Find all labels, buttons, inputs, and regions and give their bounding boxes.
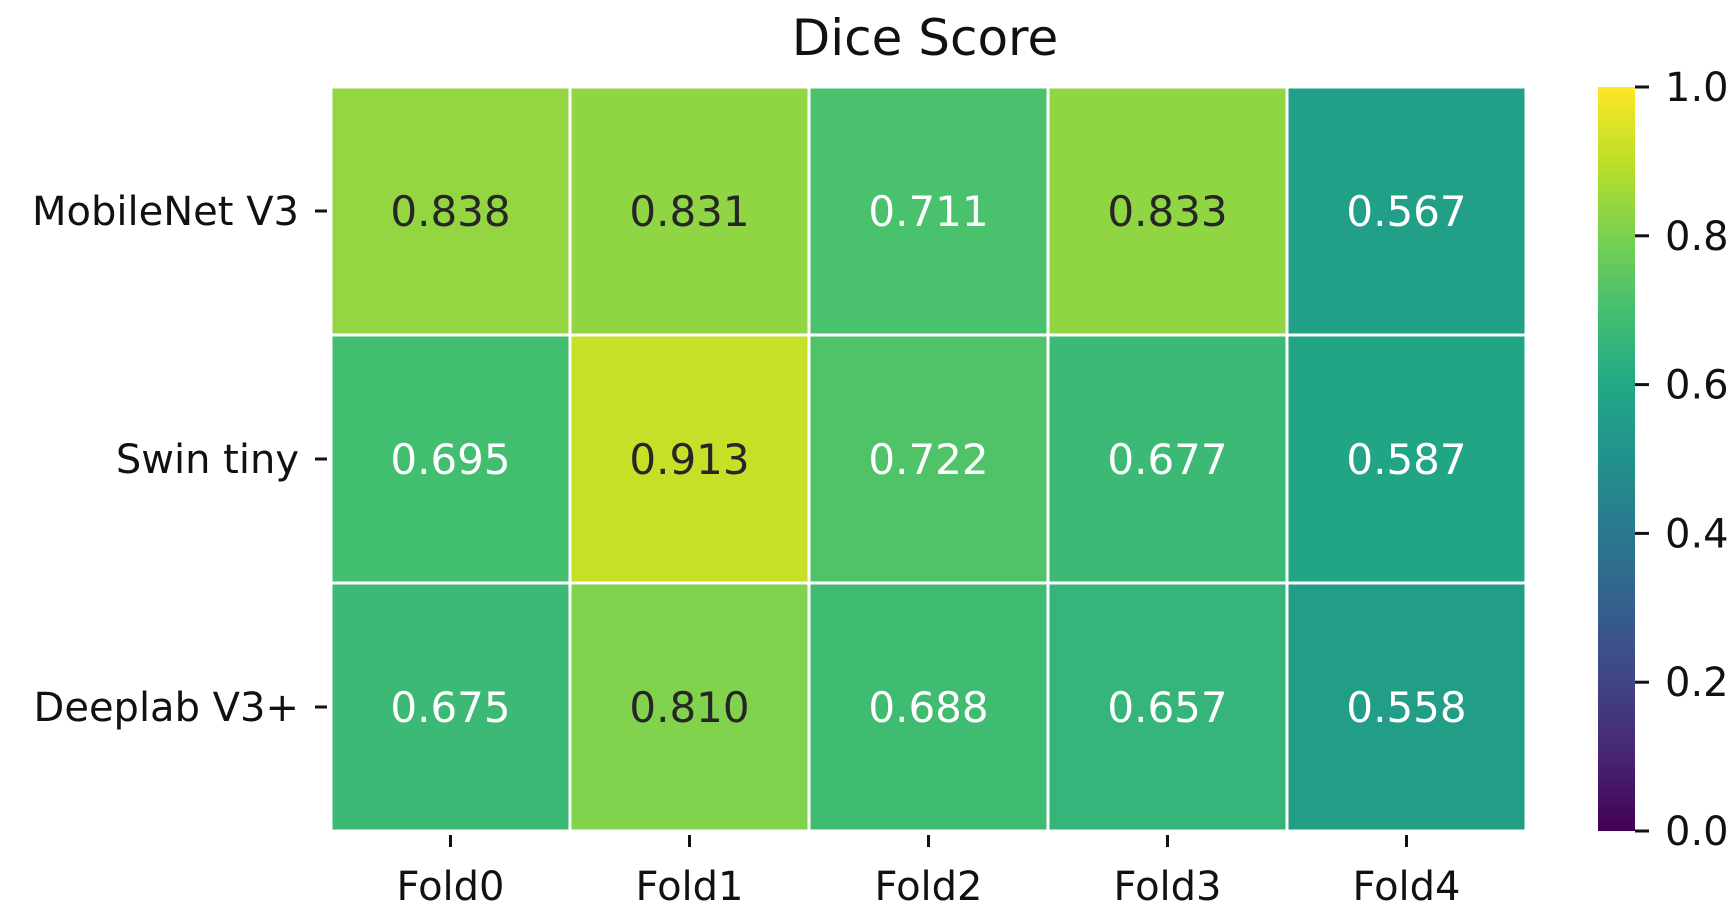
column-tick-label: Fold3 [1113,864,1221,904]
colorbar-tick-label: 0.6 [1665,363,1729,409]
cell-value-label: 0.838 [390,187,510,236]
row-axis: MobileNet V3 Swin tiny Deeplab V3+ [32,189,327,731]
heatmap-cell-mobilenet-v3-fold3 [1046,85,1289,337]
heatmap-cell-swin-tiny-fold2 [807,333,1050,585]
colorbar-tick-label: 1.0 [1665,65,1729,111]
cell-value-label: 0.695 [390,435,510,484]
heatmap-cell-deeplab-v3-fold3 [1046,581,1289,833]
chart-title: Dice Score [792,9,1059,67]
colorbar-tick-label: 0.0 [1665,809,1729,855]
colorbar-tick-label: 0.8 [1665,214,1729,260]
colorbar-scale [1598,87,1635,831]
cell-value-label: 0.831 [629,187,749,236]
heatmap-cell-swin-tiny-fold4 [1285,333,1528,585]
heatmap-cell-deeplab-v3-fold1 [568,581,811,833]
cell-value-label: 0.558 [1346,683,1466,732]
row-tick-label: Deeplab V3+ [34,685,299,731]
colorbar: 0.0 0.2 0.4 0.6 0.8 1.0 [1598,65,1729,855]
cell-value-label: 0.688 [868,683,988,732]
heatmap-cell-mobilenet-v3-fold2 [807,85,1050,337]
column-tick-label: Fold0 [396,864,504,904]
heatmap-cell-mobilenet-v3-fold0 [329,85,572,337]
cell-value-label: 0.711 [868,187,988,236]
cell-value-label: 0.833 [1107,187,1227,236]
cell-value-label: 0.567 [1346,187,1466,236]
heatmap-cell-swin-tiny-fold0 [329,333,572,585]
heatmap-cells [329,85,1528,833]
cell-value-label: 0.722 [868,435,988,484]
cell-value-label: 0.675 [390,683,510,732]
column-axis: Fold0 Fold1 Fold2 Fold3 Fold4 [396,835,1461,908]
heatmap-cell-mobilenet-v3-fold1 [568,85,811,337]
column-tick-label: Fold2 [874,864,982,904]
row-tick-label: MobileNet V3 [32,189,299,235]
cell-value-label: 0.913 [629,435,749,484]
heatmap-annotations: 0.838 0.831 0.711 0.833 0.567 0.695 0.913 0.722… [390,187,1466,732]
cell-value-label: 0.810 [629,683,749,732]
colorbar-tick-label: 0.4 [1665,511,1729,557]
cell-value-label: 0.677 [1107,435,1227,484]
column-tick-label: Fold4 [1352,864,1460,904]
cell-value-label: 0.657 [1107,683,1227,732]
heatmap-cell-deeplab-v3-fold2 [807,581,1050,833]
column-tick-label: Fold1 [635,864,743,904]
cell-value-label: 0.587 [1346,435,1466,484]
heatmap-cell-mobilenet-v3-fold4 [1285,85,1528,337]
row-tick-label: Swin tiny [116,437,299,483]
colorbar-tick-label: 0.2 [1665,660,1729,706]
heatmap-cell-deeplab-v3-fold4 [1285,581,1528,833]
